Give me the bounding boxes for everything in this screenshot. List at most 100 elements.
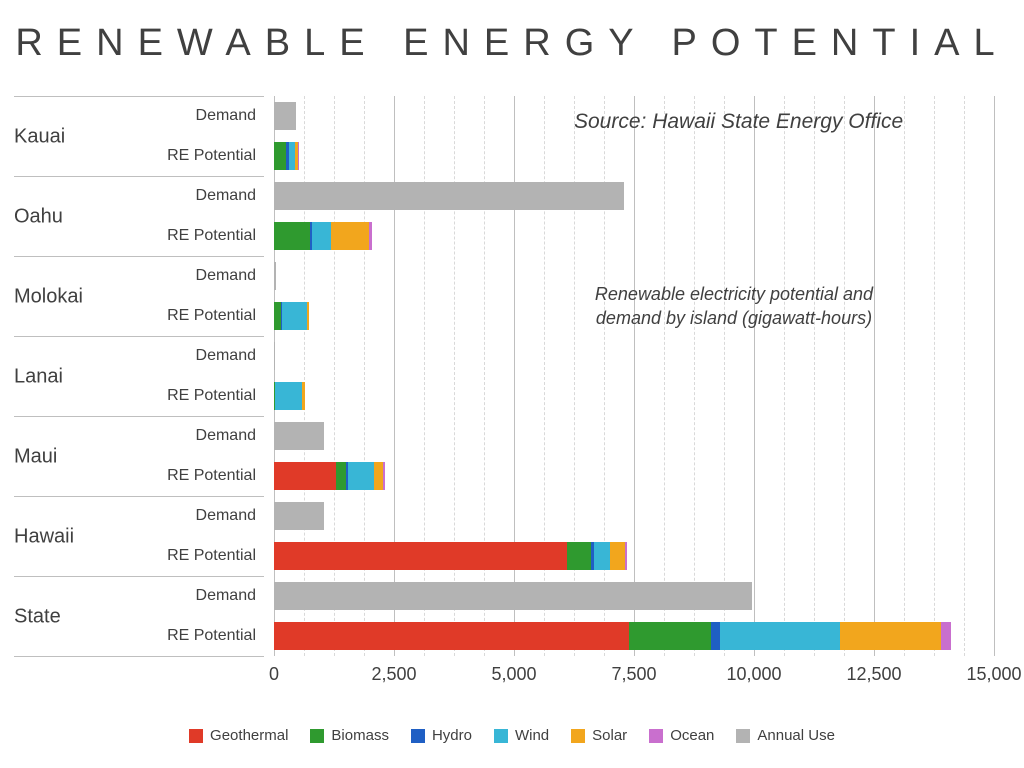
bar-row bbox=[274, 376, 994, 416]
group-row: Molokai bbox=[14, 256, 114, 336]
bar-segment-geothermal bbox=[274, 622, 629, 651]
bar-stack bbox=[274, 102, 296, 131]
sub-label: RE Potential bbox=[167, 547, 256, 565]
group-label: Maui bbox=[14, 445, 57, 468]
sub-row: Demand bbox=[114, 96, 264, 136]
bar-segment-ocean bbox=[383, 462, 385, 491]
legend-item-annual_use: Annual Use bbox=[736, 727, 835, 744]
bar-segment-geothermal bbox=[274, 462, 336, 491]
group-row: Kauai bbox=[14, 96, 114, 176]
x-tick-label: 12,500 bbox=[846, 664, 901, 685]
sub-label: RE Potential bbox=[167, 307, 256, 325]
sub-row: Demand bbox=[114, 576, 264, 616]
legend-label: Geothermal bbox=[210, 727, 288, 744]
bar-segment-annual_use bbox=[274, 502, 324, 531]
bar-segment-wind bbox=[282, 302, 307, 331]
bar-segment-wind bbox=[275, 382, 302, 411]
bar-segment-biomass bbox=[274, 302, 281, 331]
sub-label: RE Potential bbox=[167, 467, 256, 485]
y-axis-groups: KauaiOahuMolokaiLanaiMauiHawaiiState bbox=[14, 96, 114, 656]
legend-label: Ocean bbox=[670, 727, 714, 744]
bar-stack bbox=[274, 182, 624, 211]
y-axis-sublabels: DemandRE PotentialDemandRE PotentialDema… bbox=[114, 96, 264, 656]
bar-row bbox=[274, 576, 994, 616]
bar-segment-biomass bbox=[274, 222, 310, 251]
group-row: Lanai bbox=[14, 336, 114, 416]
legend-label: Biomass bbox=[331, 727, 389, 744]
bar-segment-annual_use bbox=[274, 102, 296, 131]
source-note: Source: Hawaii State Energy Office bbox=[574, 110, 903, 134]
chart: KauaiOahuMolokaiLanaiMauiHawaiiState Dem… bbox=[14, 96, 1010, 708]
legend-item-wind: Wind bbox=[494, 727, 549, 744]
bar-segment-ocean bbox=[298, 142, 299, 171]
sub-row: Demand bbox=[114, 336, 264, 376]
group-separator bbox=[114, 656, 264, 657]
sub-label: Demand bbox=[196, 267, 256, 285]
group-label: Kauai bbox=[14, 125, 65, 148]
bar-row bbox=[274, 136, 994, 176]
sub-row: Demand bbox=[114, 176, 264, 216]
bar-segment-hydro bbox=[711, 622, 721, 651]
sub-row: Demand bbox=[114, 416, 264, 456]
sub-row: RE Potential bbox=[114, 376, 264, 416]
legend-label: Hydro bbox=[432, 727, 472, 744]
x-tick-label: 7,500 bbox=[611, 664, 656, 685]
bar-stack bbox=[274, 422, 324, 451]
group-label: Lanai bbox=[14, 365, 63, 388]
bar-segment-solar bbox=[610, 542, 624, 571]
sub-label: RE Potential bbox=[167, 147, 256, 165]
bar-stack bbox=[274, 582, 752, 611]
x-tick-label: 5,000 bbox=[491, 664, 536, 685]
chart-subtitle: Renewable electricity potential anddeman… bbox=[554, 282, 914, 331]
sub-label: RE Potential bbox=[167, 227, 256, 245]
bar-segment-geothermal bbox=[274, 542, 567, 571]
bar-row bbox=[274, 336, 994, 376]
bar-row bbox=[274, 616, 994, 656]
legend-swatch bbox=[189, 729, 203, 743]
page-root: RENEWABLE ENERGY POTENTIAL KauaiOahuMolo… bbox=[0, 0, 1024, 768]
bar-row bbox=[274, 536, 994, 576]
group-label: Molokai bbox=[14, 285, 83, 308]
bar-stack bbox=[274, 302, 309, 331]
bar-segment-biomass bbox=[629, 622, 711, 651]
legend-swatch bbox=[736, 729, 750, 743]
sub-row: RE Potential bbox=[114, 216, 264, 256]
bar-segment-biomass bbox=[274, 142, 286, 171]
sub-label: Demand bbox=[196, 187, 256, 205]
group-separator bbox=[14, 656, 114, 657]
bar-row bbox=[274, 216, 994, 256]
bar-segment-biomass bbox=[336, 462, 346, 491]
bar-segment-annual_use bbox=[274, 262, 276, 291]
sub-row: RE Potential bbox=[114, 616, 264, 656]
bar-stack bbox=[274, 382, 305, 411]
bar-segment-solar bbox=[374, 462, 384, 491]
bar-stack bbox=[274, 142, 299, 171]
bar-stack bbox=[274, 342, 275, 371]
legend-item-ocean: Ocean bbox=[649, 727, 714, 744]
plot-area bbox=[274, 96, 994, 656]
legend-item-biomass: Biomass bbox=[310, 727, 389, 744]
bar-stack bbox=[274, 502, 324, 531]
sub-row: RE Potential bbox=[114, 296, 264, 336]
sub-label: Demand bbox=[196, 507, 256, 525]
legend-swatch bbox=[494, 729, 508, 743]
bar-segment-wind bbox=[312, 222, 331, 251]
page-title: RENEWABLE ENERGY POTENTIAL bbox=[0, 22, 1024, 65]
legend-swatch bbox=[649, 729, 663, 743]
x-tick-label: 0 bbox=[269, 664, 279, 685]
bar-segment-solar bbox=[840, 622, 941, 651]
sub-row: RE Potential bbox=[114, 136, 264, 176]
sub-row: Demand bbox=[114, 496, 264, 536]
bar-segment-annual_use bbox=[274, 422, 324, 451]
sub-row: Demand bbox=[114, 256, 264, 296]
bar-segment-wind bbox=[348, 462, 373, 491]
sub-row: RE Potential bbox=[114, 536, 264, 576]
sub-label: RE Potential bbox=[167, 627, 256, 645]
bar-stack bbox=[274, 262, 276, 291]
bar-stack bbox=[274, 542, 627, 571]
bar-row bbox=[274, 496, 994, 536]
bar-segment-wind bbox=[720, 622, 840, 651]
legend-swatch bbox=[571, 729, 585, 743]
group-row: State bbox=[14, 576, 114, 656]
bar-segment-ocean bbox=[369, 222, 372, 251]
